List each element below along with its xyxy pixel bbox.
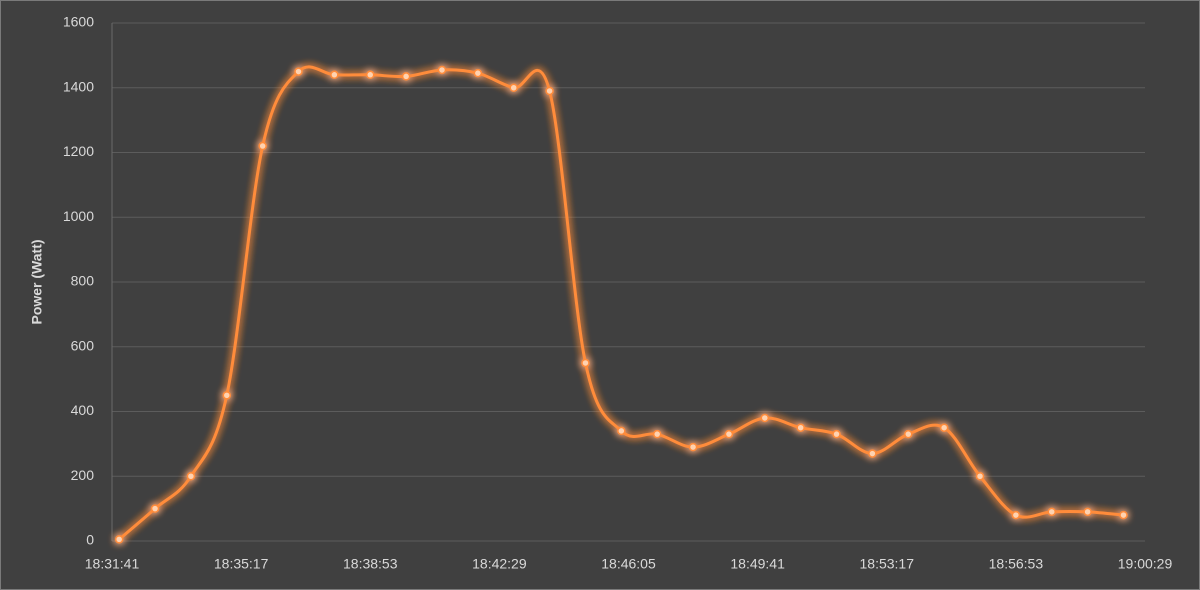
point	[186, 472, 196, 481]
x-tick-label: 18:46:05	[601, 556, 656, 572]
point	[366, 70, 375, 80]
point	[939, 423, 949, 432]
y-tick-label: 400	[71, 402, 95, 418]
point	[688, 442, 698, 452]
point	[150, 504, 160, 513]
x-tick-label: 18:35:17	[214, 556, 269, 572]
point	[1119, 510, 1128, 520]
y-tick-label: 0	[86, 532, 94, 548]
point	[617, 426, 626, 436]
point	[724, 429, 734, 439]
point	[975, 472, 985, 481]
point	[401, 72, 411, 81]
x-tick-label: 18:53:17	[860, 556, 915, 572]
point	[760, 413, 770, 423]
y-tick-label: 200	[71, 467, 95, 483]
point	[832, 429, 841, 439]
point	[796, 423, 805, 432]
point	[330, 70, 339, 80]
y-tick-label: 1400	[63, 78, 94, 94]
x-tick-label: 19:00:29	[1118, 556, 1173, 572]
point	[258, 141, 267, 151]
y-tick-label: 1000	[63, 208, 94, 224]
series	[114, 65, 1128, 544]
point	[868, 449, 877, 458]
point	[437, 65, 447, 75]
point	[473, 68, 483, 78]
point	[509, 83, 518, 92]
y-tick-label: 1600	[63, 14, 94, 30]
point	[294, 67, 303, 76]
y-tick-label: 800	[71, 273, 95, 289]
x-tick-label: 18:56:53	[989, 556, 1044, 572]
y-tick-label: 600	[71, 337, 95, 353]
x-tick-label: 18:31:41	[85, 556, 140, 572]
point	[652, 429, 662, 439]
x-tick-label: 18:42:29	[472, 556, 527, 572]
y-tick-label: 1200	[63, 143, 94, 159]
point	[545, 86, 554, 96]
point	[1047, 507, 1056, 517]
point	[1083, 507, 1092, 517]
point	[904, 429, 913, 439]
x-tick-label: 18:38:53	[343, 556, 398, 572]
point	[581, 358, 590, 368]
y-axis-label: Power (Watt)	[29, 239, 45, 324]
point	[114, 535, 124, 544]
x-tick-label: 18:49:41	[730, 556, 785, 572]
point	[1011, 510, 1021, 520]
point	[222, 391, 232, 400]
